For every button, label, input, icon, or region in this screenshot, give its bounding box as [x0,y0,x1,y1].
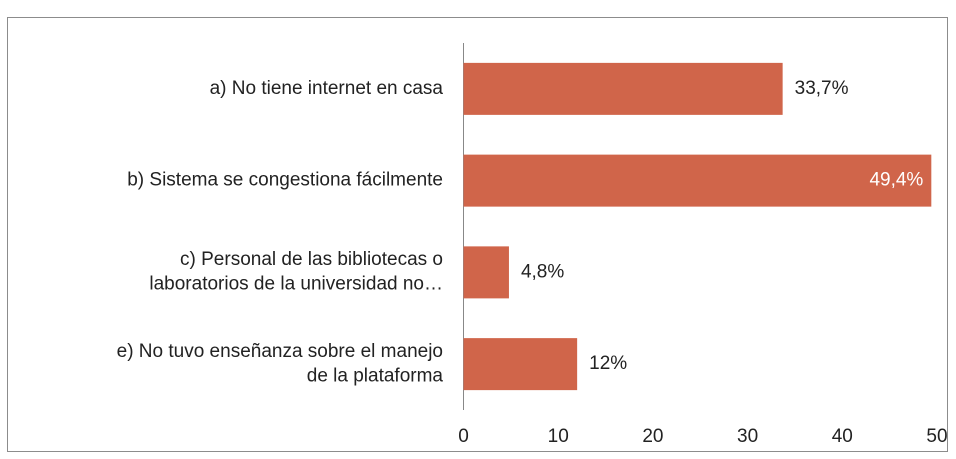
y-tick-label: b) Sistema se congestiona fácilmente [127,170,443,191]
data-label: 33,7% [795,78,849,99]
y-tick-label: c) Personal de las bibliotecas o laborato… [149,249,443,295]
bar [463,62,783,115]
y-tick-label: a) No tiene internet en casa [210,78,444,99]
bar [463,154,932,207]
data-label: 4,8% [521,261,564,282]
y-tick-label: e) No tuvo enseñanza sobre el manejo de l… [117,341,444,387]
x-tick-label: 40 [832,426,853,447]
bar [463,246,509,299]
data-label: 12% [589,353,627,374]
x-tick-label: 20 [642,426,663,447]
x-tick-label: 30 [737,426,758,447]
data-label: 49,4% [869,170,923,191]
x-tick-label: 10 [548,426,569,447]
bar [463,338,578,391]
x-tick-label: 0 [458,426,469,447]
x-tick-label: 50 [926,426,947,447]
